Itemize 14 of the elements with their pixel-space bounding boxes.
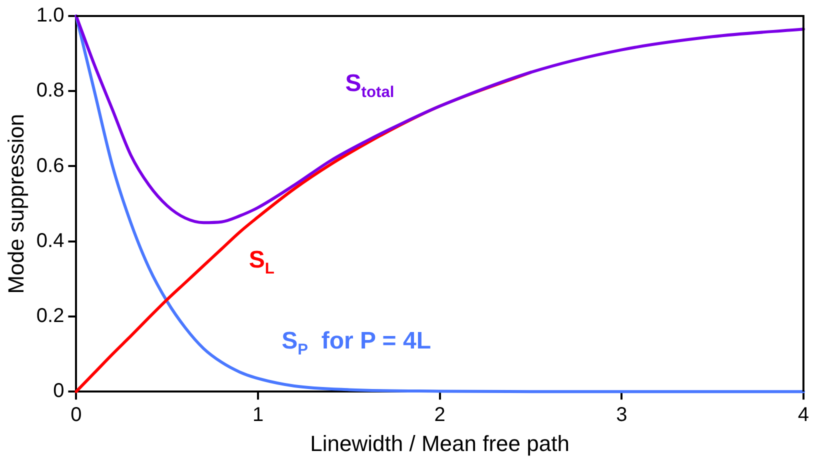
y-tick-label: 0.6 <box>36 154 64 177</box>
x-tick-label: 2 <box>434 404 446 426</box>
x-tick-label: 3 <box>616 404 628 426</box>
y-tick-label: 1.0 <box>36 4 64 27</box>
y-axis-title: Mode suppression <box>3 114 28 294</box>
x-tick-label: 1 <box>252 404 264 426</box>
y-tick-label: 0.8 <box>36 80 64 102</box>
x-tick-label: 4 <box>798 404 809 426</box>
y-tick-label: 0 <box>53 380 64 402</box>
line-series <box>74 14 805 224</box>
y-tick-label: 0.4 <box>36 230 64 252</box>
y-tick-label: 0.2 <box>36 304 64 327</box>
x-tick-label: 0 <box>70 404 82 426</box>
x-axis-title: Linewidth / Mean free path <box>310 430 570 456</box>
